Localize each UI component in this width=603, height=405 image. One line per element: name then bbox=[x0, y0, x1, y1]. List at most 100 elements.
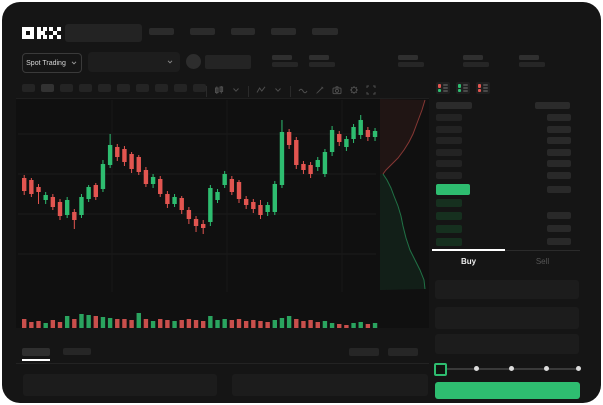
book-split-icon[interactable] bbox=[436, 82, 450, 94]
trade-form-field[interactable] bbox=[435, 307, 579, 329]
bid-price-placeholder[interactable] bbox=[436, 225, 462, 233]
indicator-icon[interactable] bbox=[256, 82, 266, 100]
timeframe-button[interactable] bbox=[117, 84, 130, 92]
timeframe-button[interactable] bbox=[155, 84, 168, 92]
ask-price-placeholder[interactable] bbox=[436, 137, 462, 145]
ask-price-placeholder[interactable] bbox=[436, 148, 462, 156]
book-bids-icon[interactable] bbox=[456, 82, 470, 94]
slider-stop-dot[interactable] bbox=[544, 366, 549, 371]
tab-buy[interactable]: Buy bbox=[460, 257, 477, 266]
ask-amount-placeholder[interactable] bbox=[547, 148, 571, 156]
bid-price-placeholder[interactable] bbox=[436, 212, 462, 220]
timeframe-buttons bbox=[22, 84, 206, 92]
ask-amount-placeholder[interactable] bbox=[547, 125, 571, 133]
bottom-content-block bbox=[23, 374, 217, 396]
coin-avatar[interactable] bbox=[186, 54, 201, 69]
stat-label-placeholder bbox=[463, 55, 483, 60]
nav-item-placeholder[interactable] bbox=[312, 28, 338, 35]
active-tab-indicator bbox=[432, 249, 505, 251]
ask-amount-placeholder[interactable] bbox=[547, 172, 571, 179]
trade-form-field[interactable] bbox=[435, 280, 579, 299]
trade-form-field[interactable] bbox=[435, 334, 579, 354]
bottom-action-placeholder[interactable] bbox=[388, 348, 418, 356]
trade-tabs-divider bbox=[432, 250, 580, 251]
ask-amount-placeholder[interactable] bbox=[547, 137, 571, 145]
bottom-divider bbox=[16, 363, 429, 364]
stat-value-placeholder bbox=[398, 62, 424, 67]
book-icon-column bbox=[438, 84, 441, 92]
settings-icon[interactable] bbox=[349, 82, 359, 100]
market-type-selector[interactable]: Spot Trading bbox=[22, 53, 82, 73]
nav-item-placeholder[interactable] bbox=[149, 28, 174, 35]
ask-price-placeholder[interactable] bbox=[436, 160, 462, 168]
stat-label-placeholder bbox=[272, 55, 292, 60]
camera-icon[interactable] bbox=[332, 82, 342, 100]
search-input[interactable] bbox=[65, 24, 142, 42]
bid-amount-placeholder[interactable] bbox=[547, 225, 571, 232]
chevron-down-icon bbox=[167, 60, 173, 64]
book-icon-column bbox=[478, 84, 481, 92]
ask-price-placeholder[interactable] bbox=[436, 125, 462, 133]
fullscreen-icon[interactable] bbox=[366, 82, 376, 100]
bid-price-placeholder[interactable] bbox=[436, 199, 462, 207]
bid-amount-placeholder[interactable] bbox=[547, 212, 571, 219]
nav-item-placeholder[interactable] bbox=[190, 28, 215, 35]
toolbar-divider bbox=[206, 85, 207, 97]
last-price-highlight[interactable] bbox=[436, 184, 470, 195]
timeframe-button[interactable] bbox=[60, 84, 73, 92]
nav-item-placeholder[interactable] bbox=[231, 28, 255, 35]
nav-item-placeholder[interactable] bbox=[271, 28, 296, 35]
bottom-tab-placeholder[interactable] bbox=[22, 348, 50, 356]
slider-stop-dot[interactable] bbox=[576, 366, 581, 371]
amount-slider-handle[interactable] bbox=[434, 363, 447, 376]
timeframe-button[interactable] bbox=[41, 84, 54, 92]
line-type-icon[interactable] bbox=[298, 82, 308, 100]
timeframe-button[interactable] bbox=[174, 84, 187, 92]
ask-amount-placeholder[interactable] bbox=[547, 160, 571, 168]
ask-amount-placeholder[interactable] bbox=[547, 114, 571, 121]
stat-label-placeholder bbox=[309, 55, 329, 60]
bottom-tab-placeholder[interactable] bbox=[63, 348, 91, 355]
stat-value-placeholder bbox=[463, 62, 489, 67]
timeframe-button[interactable] bbox=[98, 84, 111, 92]
ticker-stat bbox=[309, 55, 335, 67]
pair-name-placeholder bbox=[205, 55, 251, 69]
book-icon-lines bbox=[483, 84, 488, 92]
book-icon-lines bbox=[463, 84, 468, 92]
ticker-stat bbox=[272, 55, 298, 67]
toolbar-divider bbox=[16, 98, 429, 99]
toolbar-divider bbox=[248, 85, 249, 97]
book-icon-lines bbox=[443, 84, 448, 92]
nav-placeholders bbox=[149, 28, 338, 35]
ticker-stat bbox=[519, 55, 545, 67]
timeframe-button[interactable] bbox=[79, 84, 92, 92]
chevron-down-icon[interactable] bbox=[273, 82, 283, 100]
orderbook-header-placeholder bbox=[436, 102, 472, 109]
timeframe-button[interactable] bbox=[22, 84, 35, 92]
bottom-action-placeholder[interactable] bbox=[349, 348, 379, 356]
slider-stop-dot[interactable] bbox=[474, 366, 479, 371]
book-asks-icon[interactable] bbox=[476, 82, 490, 94]
bid-amount-placeholder[interactable] bbox=[547, 238, 571, 245]
timeframe-button[interactable] bbox=[193, 84, 206, 92]
book-icon-column bbox=[458, 84, 461, 92]
timeframe-button[interactable] bbox=[136, 84, 149, 92]
draw-icon[interactable] bbox=[315, 82, 325, 100]
ask-price-placeholder[interactable] bbox=[436, 114, 462, 121]
stat-value-placeholder bbox=[272, 62, 298, 67]
buy-submit-button[interactable] bbox=[435, 382, 580, 399]
toolbar-divider bbox=[290, 85, 291, 97]
stat-value-placeholder bbox=[519, 62, 545, 67]
slider-stop-dot[interactable] bbox=[509, 366, 514, 371]
ask-price-placeholder[interactable] bbox=[436, 172, 462, 179]
market-type-label: Spot Trading bbox=[26, 59, 66, 67]
tab-sell[interactable]: Sell bbox=[535, 257, 550, 266]
chevron-down-icon bbox=[71, 61, 77, 65]
ticker-stat bbox=[463, 55, 489, 67]
stat-label-placeholder bbox=[398, 55, 418, 60]
bid-price-placeholder[interactable] bbox=[436, 238, 462, 246]
ticker-stat bbox=[398, 55, 424, 67]
chevron-down-icon[interactable] bbox=[231, 82, 241, 100]
candle-style-icon[interactable] bbox=[214, 82, 224, 100]
pair-selector-dropdown[interactable] bbox=[88, 52, 180, 72]
